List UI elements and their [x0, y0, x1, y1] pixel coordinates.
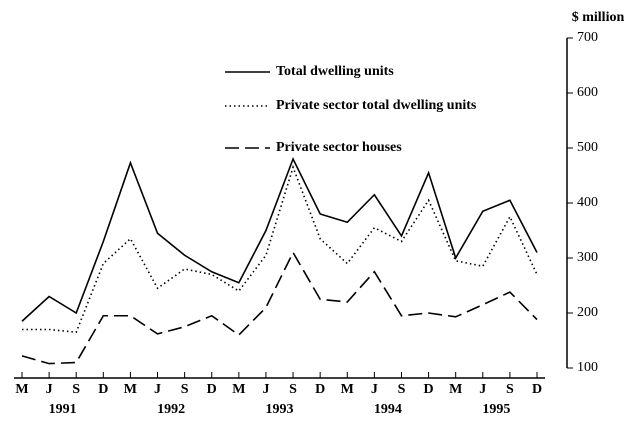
x-tick-label: M [341, 382, 354, 397]
x-tick-label: J [262, 382, 269, 397]
x-tick-label: J [46, 382, 53, 397]
x-tick-label: M [232, 382, 245, 397]
y-tick-label: 400 [577, 195, 598, 210]
year-label: 1993 [266, 402, 294, 417]
x-tick-label: S [181, 382, 189, 397]
x-tick-label: D [532, 382, 542, 397]
x-tick-label: S [506, 382, 514, 397]
x-tick-label: J [371, 382, 378, 397]
x-tick-label: S [289, 382, 297, 397]
year-label: 1992 [157, 402, 185, 417]
y-axis-label: $ million [572, 10, 625, 25]
year-label: 1991 [49, 402, 77, 417]
x-tick-label: M [124, 382, 137, 397]
y-tick-label: 600 [577, 85, 598, 100]
x-tick-label: D [315, 382, 325, 397]
x-tick-label: D [98, 382, 108, 397]
series-line [21, 156, 538, 322]
x-tick-label: S [398, 382, 406, 397]
x-tick-label: J [154, 382, 161, 397]
x-tick-label: D [424, 382, 434, 397]
x-tick-label: D [207, 382, 217, 397]
year-label: 1994 [374, 402, 402, 417]
y-tick-label: 100 [577, 360, 598, 375]
y-tick-label: 300 [577, 250, 598, 265]
x-tick-label: M [15, 382, 28, 397]
legend-label: Private sector houses [276, 140, 402, 155]
x-tick-label: S [72, 382, 80, 397]
series-line [21, 250, 538, 365]
legend-label: Private sector total dwelling units [276, 98, 477, 113]
y-tick-label: 200 [577, 305, 598, 320]
x-tick-label: M [449, 382, 462, 397]
legend-label: Total dwelling units [276, 64, 394, 79]
y-tick-label: 500 [577, 140, 598, 155]
x-tick-label: J [479, 382, 486, 397]
y-tick-label: 700 [577, 30, 598, 45]
year-label: 1995 [482, 402, 510, 417]
